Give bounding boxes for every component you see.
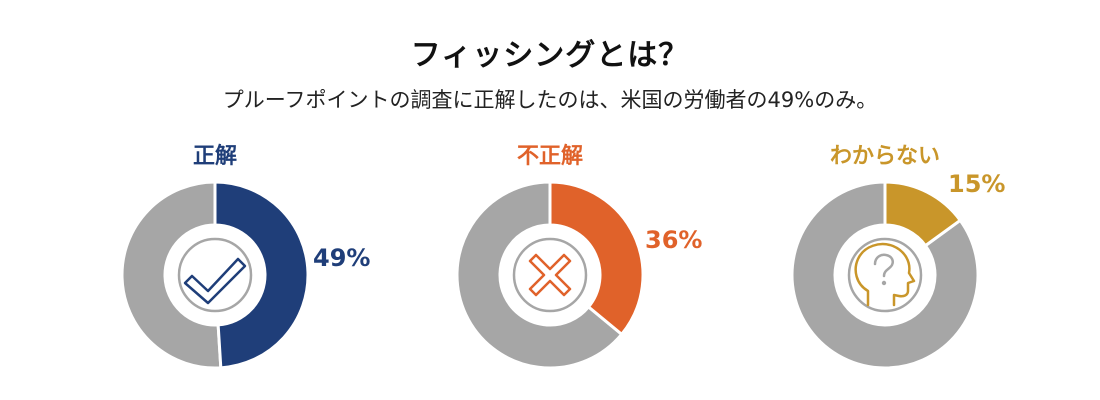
checkmark-icon (183, 257, 247, 305)
icon-ring (177, 237, 253, 313)
head-question-icon (854, 242, 916, 307)
value-label-unknown: 15% (948, 170, 1006, 198)
cross-icon (528, 253, 572, 297)
donut-segment-2 (883, 180, 963, 248)
donut-chart-correct (120, 180, 310, 370)
donut-rest-segment-0 (120, 180, 223, 370)
value-label-incorrect: 36% (645, 226, 703, 254)
donut-chart-incorrect (455, 180, 645, 370)
chart-label-correct: 正解 (192, 144, 237, 169)
chart-label-unknown: わからない (829, 144, 940, 169)
donut-segment-1 (548, 180, 645, 337)
donut-rest-segment-1 (455, 180, 624, 370)
donut-segment-0 (213, 180, 310, 370)
page-title: フィッシングとは？ (410, 38, 690, 73)
donut-chart-unknown (790, 180, 980, 370)
icon-ring (512, 237, 588, 313)
donut-rest-segment-2 (790, 180, 980, 370)
page-subtitle: プルーフポイントの調査に正解したのは、米国の労働者の49%のみ。 (222, 88, 878, 112)
value-label-correct: 49% (313, 244, 371, 272)
chart-label-incorrect: 不正解 (516, 144, 583, 169)
